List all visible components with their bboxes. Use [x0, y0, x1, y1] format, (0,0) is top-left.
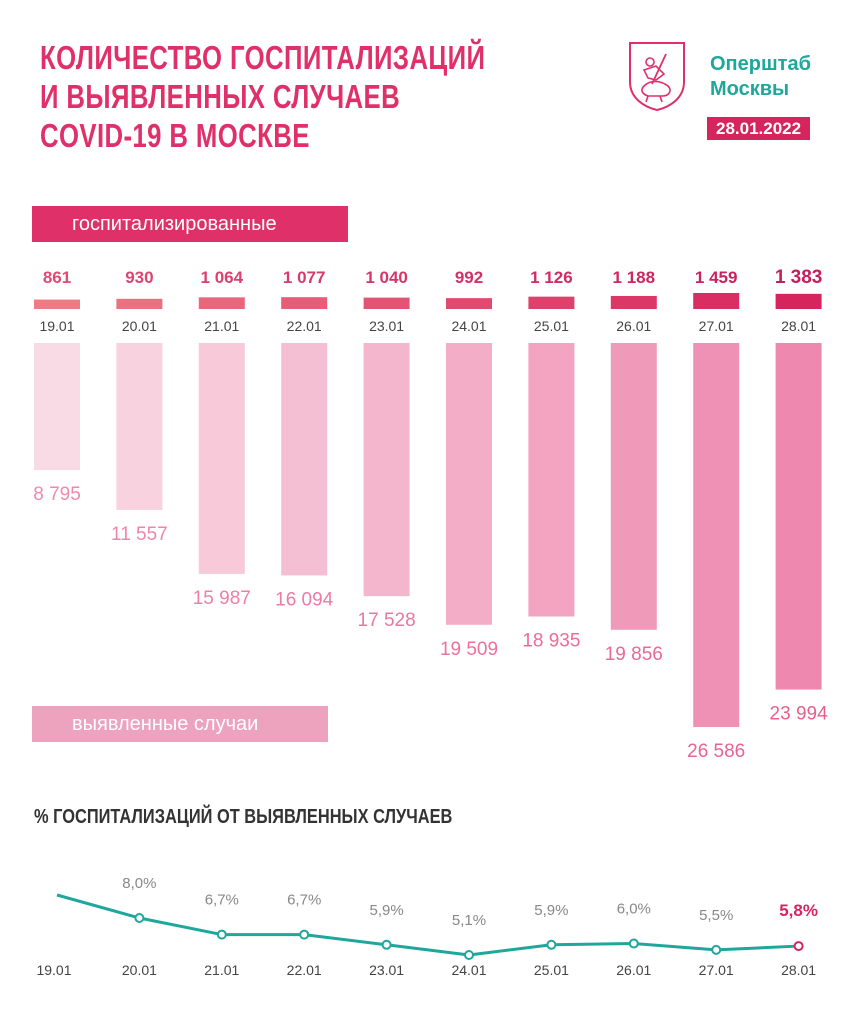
cases-bar	[34, 343, 80, 471]
cases-bar	[446, 343, 492, 625]
hospitalized-value-label: 1 077	[283, 268, 326, 287]
percent-date-tick-label: 27.01	[699, 962, 734, 978]
percent-point	[711, 944, 722, 955]
title-line-2: И ВЫЯВЛЕННЫХ СЛУЧАЕВ	[40, 78, 401, 115]
hospitalized-value-label: 1 040	[365, 268, 408, 287]
percent-point	[299, 929, 310, 940]
cases-value-label: 16 094	[275, 589, 334, 610]
date-tick-label: 19.01	[39, 318, 74, 334]
cases-bar	[363, 343, 410, 597]
hospitalized-bar	[528, 296, 575, 309]
org-line-1: Оперштаб	[710, 53, 811, 75]
percent-date-tick-label: 22.01	[287, 962, 322, 978]
hospitalized-bar	[34, 299, 80, 309]
cases-bar	[610, 343, 657, 630]
hospitalized-value-label: 992	[455, 268, 483, 287]
date-badge: 28.01.2022	[707, 117, 811, 140]
date-tick-label: 23.01	[369, 318, 404, 334]
date-tick-label: 20.01	[122, 318, 157, 334]
percent-date-tick-label: 21.01	[204, 962, 239, 978]
cases-bar	[116, 343, 163, 510]
cases-bar	[198, 343, 245, 574]
percent-line	[56, 893, 799, 957]
percent-value-label: 6,7%	[205, 892, 239, 909]
hospitalized-value-label: 861	[43, 268, 71, 287]
percent-date-tick-label: 24.01	[451, 962, 486, 978]
percent-date-tick-label: 28.01	[781, 962, 816, 978]
moscow-coat-of-arms-icon	[629, 42, 685, 112]
hospitalized-value-label: 1 188	[613, 268, 656, 287]
percent-value-label: 5,5%	[699, 907, 733, 924]
hospitalized-value-label: 1 459	[695, 268, 738, 287]
date-tick-label: 26.01	[616, 318, 651, 334]
percent-point	[216, 929, 227, 940]
date-tick-label: 24.01	[451, 318, 486, 334]
percent-date-tick-label: 20.01	[122, 962, 157, 978]
percent-value-label: 5,9%	[534, 902, 568, 919]
percent-date-tick-label: 19.01	[36, 962, 71, 978]
hospitalized-value-label: 1 383	[775, 267, 823, 288]
date-tick-label: 25.01	[534, 318, 569, 334]
cases-value-label: 23 994	[770, 704, 829, 725]
hospitalized-bar	[610, 295, 657, 309]
hospitalized-bar	[693, 293, 740, 309]
date-tick-label: 27.01	[699, 318, 734, 334]
cases-bar	[775, 343, 822, 690]
title-line-3: COVID-19 В МОСКВЕ	[40, 117, 310, 154]
date-tick-label: 21.01	[204, 318, 239, 334]
cases-value-label: 15 987	[193, 588, 251, 609]
cases-label: выявленные случаи	[32, 706, 328, 742]
cases-value-label: 18 935	[522, 630, 580, 651]
org-name: Оперштаб Москвы	[710, 52, 811, 102]
cases-bar	[281, 343, 328, 576]
percent-point	[628, 938, 639, 949]
percent-value-label: 6,7%	[287, 892, 321, 909]
percent-point	[793, 941, 804, 952]
percent-date-tick-label: 23.01	[369, 962, 404, 978]
cases-value-label: 19 509	[440, 639, 498, 660]
cases-value-label: 8 795	[33, 484, 81, 505]
percent-value-label: 5,8%	[779, 901, 818, 920]
percent-value-label: 6,0%	[617, 901, 651, 918]
cases-bar	[528, 343, 575, 617]
percent-value-label: 8,0%	[122, 875, 156, 892]
cases-value-label: 11 557	[111, 524, 168, 545]
percent-point	[381, 939, 392, 950]
hospitalized-value-label: 930	[125, 268, 153, 287]
cases-value-label: 26 586	[687, 741, 745, 762]
date-tick-label: 22.01	[287, 318, 322, 334]
hospitalized-bar	[198, 297, 245, 309]
hospitalized-label: госпитализированные	[32, 206, 348, 242]
date-tick-label: 28.01	[781, 318, 816, 334]
percent-point	[546, 939, 557, 950]
cases-value-label: 19 856	[605, 644, 663, 665]
hospitalized-value-label: 1 126	[530, 268, 573, 287]
percent-point	[464, 950, 474, 960]
hospitalized-bar	[363, 297, 410, 309]
hospitalized-value-label: 1 064	[201, 268, 244, 287]
percent-date-tick-label: 26.01	[616, 962, 651, 978]
cases-value-label: 17 528	[358, 610, 416, 631]
percent-chart-title: % ГОСПИТАЛИЗАЦИЙ ОТ ВЫЯВЛЕННЫХ СЛУЧАЕВ	[34, 806, 453, 828]
percent-value-label: 5,9%	[369, 902, 403, 919]
hospitalized-bar	[281, 297, 328, 309]
hospitalized-bar	[775, 293, 822, 309]
hospitalized-bar	[116, 298, 163, 309]
cases-bar	[693, 343, 740, 727]
hospitalized-bar	[446, 298, 492, 309]
org-line-2: Москвы	[710, 78, 790, 100]
percent-point	[134, 912, 145, 923]
percent-date-tick-label: 25.01	[534, 962, 569, 978]
percent-value-label: 5,1%	[452, 912, 486, 929]
